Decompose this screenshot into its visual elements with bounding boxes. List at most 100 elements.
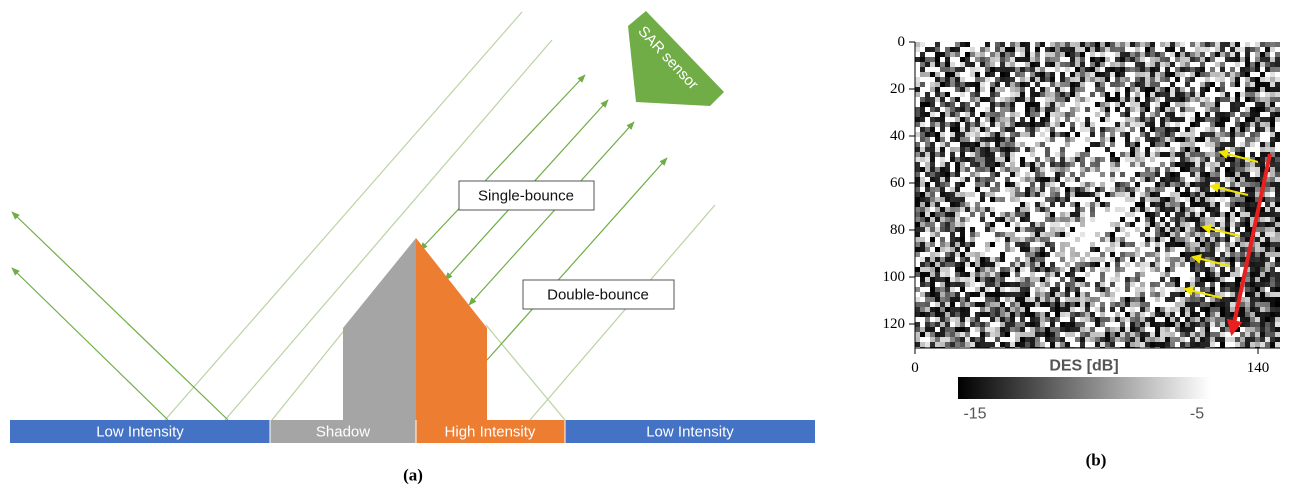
speckle-pixel (1105, 137, 1110, 142)
speckle-pixel (1185, 257, 1190, 262)
speckle-pixel (935, 72, 940, 77)
speckle-pixel (1240, 207, 1245, 212)
speckle-pixel (930, 192, 935, 197)
speckle-pixel (970, 107, 975, 112)
speckle-pixel (1135, 262, 1140, 267)
speckle-pixel (1070, 247, 1075, 252)
speckle-pixel (1015, 197, 1020, 202)
speckle-pixel (1175, 212, 1180, 217)
speckle-pixel (1065, 247, 1070, 252)
speckle-pixel (1140, 142, 1145, 147)
speckle-pixel (1125, 42, 1130, 47)
speckle-pixel (915, 57, 920, 62)
speckle-pixel (1235, 217, 1240, 222)
speckle-pixel (1000, 67, 1005, 72)
speckle-pixel (1000, 107, 1005, 112)
speckle-pixel (1235, 202, 1240, 207)
speckle-pixel (1090, 127, 1095, 132)
speckle-pixel (1200, 67, 1205, 72)
speckle-pixel (1255, 272, 1260, 277)
speckle-pixel (1210, 122, 1215, 127)
speckle-pixel (945, 207, 950, 212)
speckle-pixel (1170, 197, 1175, 202)
speckle-pixel (980, 282, 985, 287)
speckle-pixel (1055, 227, 1060, 232)
ground-label-low-intensity-right: Low Intensity (646, 424, 734, 441)
speckle-pixel (1060, 187, 1065, 192)
speckle-pixel (1170, 122, 1175, 127)
speckle-pixel (1275, 122, 1280, 127)
speckle-pixel (1275, 202, 1280, 207)
speckle-pixel (1115, 167, 1120, 172)
speckle-pixel (1120, 42, 1125, 47)
speckle-pixel (920, 112, 925, 117)
speckle-pixel (1230, 182, 1235, 187)
speckle-pixel (1015, 152, 1020, 157)
speckle-pixel (1010, 132, 1015, 137)
speckle-pixel (930, 67, 935, 72)
speckle-pixel (1125, 117, 1130, 122)
speckle-pixel (1090, 332, 1095, 337)
speckle-pixel (1180, 167, 1185, 172)
speckle-pixel (1135, 252, 1140, 257)
speckle-pixel (1115, 107, 1120, 112)
speckle-pixel (1250, 342, 1255, 347)
speckle-pixel (1065, 322, 1070, 327)
speckle-pixel (1145, 227, 1150, 232)
speckle-pixel (1115, 277, 1120, 282)
speckle-pixel (1270, 317, 1275, 322)
speckle-pixel (1015, 102, 1020, 107)
speckle-pixel (1135, 82, 1140, 87)
speckle-pixel (970, 82, 975, 87)
speckle-pixel (960, 52, 965, 57)
speckle-pixel (1140, 287, 1145, 292)
speckle-pixel (1095, 127, 1100, 132)
speckle-pixel (975, 212, 980, 217)
speckle-pixel (1160, 237, 1165, 242)
speckle-pixel (1205, 157, 1210, 162)
speckle-pixel (1130, 272, 1135, 277)
speckle-pixel (1055, 187, 1060, 192)
speckle-pixel (1160, 92, 1165, 97)
speckle-pixel (1135, 117, 1140, 122)
speckle-pixel (970, 187, 975, 192)
speckle-pixel (1145, 147, 1150, 152)
speckle-pixel (1220, 292, 1225, 297)
speckle-pixel (1225, 292, 1230, 297)
speckle-pixel (1145, 212, 1150, 217)
speckle-pixel (995, 127, 1000, 132)
speckle-pixel (1180, 302, 1185, 307)
speckle-pixel (1055, 337, 1060, 342)
speckle-pixel (1070, 187, 1075, 192)
speckle-pixel (1190, 277, 1195, 282)
speckle-pixel (1030, 162, 1035, 167)
speckle-pixel (975, 327, 980, 332)
speckle-pixel (1245, 127, 1250, 132)
speckle-pixel (1220, 322, 1225, 327)
speckle-pixel (1270, 297, 1275, 302)
speckle-pixel (1225, 147, 1230, 152)
speckle-pixel (1195, 62, 1200, 67)
speckle-pixel (1205, 317, 1210, 322)
speckle-pixel (1100, 82, 1105, 87)
speckle-pixel (945, 87, 950, 92)
speckle-pixel (925, 207, 930, 212)
speckle-pixel (960, 42, 965, 47)
speckle-pixel (1080, 192, 1085, 197)
speckle-pixel (1010, 272, 1015, 277)
speckle-pixel (1080, 342, 1085, 347)
speckle-pixel (1245, 67, 1250, 72)
speckle-pixel (1200, 47, 1205, 52)
speckle-pixel (1030, 142, 1035, 147)
speckle-pixel (1255, 307, 1260, 312)
speckle-pixel (1260, 247, 1265, 252)
speckle-pixel (1035, 147, 1040, 152)
speckle-pixel (1105, 262, 1110, 267)
speckle-pixel (1235, 152, 1240, 157)
speckle-pixel (1150, 237, 1155, 242)
speckle-pixel (1165, 172, 1170, 177)
speckle-pixel (950, 277, 955, 282)
speckle-pixel (940, 222, 945, 227)
speckle-pixel (1040, 237, 1045, 242)
speckle-pixel (1135, 152, 1140, 157)
